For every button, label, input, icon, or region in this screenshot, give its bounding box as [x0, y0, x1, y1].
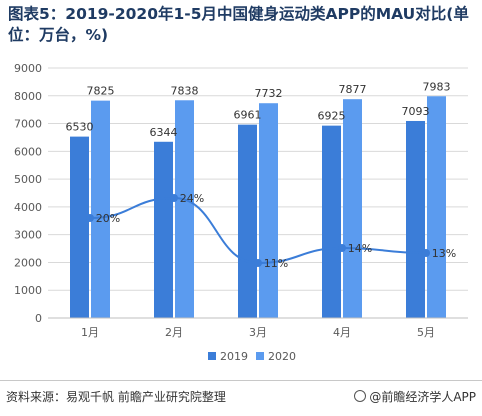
y-tick-label: 8000 — [14, 90, 42, 103]
footer-divider — [0, 380, 482, 381]
bar-value-labels: 6530 7825 6344 7838 6961 7732 6925 7877 7093 7983 — [66, 80, 451, 139]
footer: 资料来源：易观千帆 前瞻产业研究院整理 @前瞻经济学人APP — [0, 380, 482, 416]
y-tick-label: 6000 — [14, 145, 42, 158]
x-tick-label: 1月 — [81, 326, 99, 339]
x-tick-label: 3月 — [249, 326, 267, 339]
bar-2020-2 — [175, 100, 194, 319]
y-tick-label: 4000 — [14, 201, 42, 214]
bar-value-label: 7093 — [402, 105, 430, 118]
growth-label: 11% — [264, 257, 288, 270]
bar-2020-4 — [343, 99, 362, 318]
chart-canvas: 0 1000 2000 3000 4000 5000 6000 7000 8000 9000 65… — [14, 62, 468, 363]
chart-title: 图表5：2019-2020年1-5月中国健身运动类APP的MAU对比(单位：万台… — [8, 5, 469, 44]
y-tick-label: 1000 — [14, 284, 42, 297]
brand-credit: @前瞻经济学人APP — [354, 388, 476, 405]
x-tick-label: 5月 — [417, 326, 435, 339]
source-note: 资料来源：易观千帆 前瞻产业研究院整理 — [6, 390, 226, 404]
y-tick-label: 9000 — [14, 62, 42, 75]
y-tick-label: 5000 — [14, 173, 42, 186]
gridlines — [48, 67, 468, 319]
x-axis-ticks: 1月 2月 3月 4月 5月 — [48, 317, 468, 339]
bar-2019-5 — [406, 120, 425, 318]
growth-point — [170, 194, 178, 202]
bar-2019-4 — [322, 125, 341, 318]
bar-2020-3 — [259, 103, 278, 318]
bar-value-label: 6344 — [150, 126, 178, 139]
bar-value-label: 7732 — [255, 87, 283, 100]
bar-value-label: 6530 — [66, 121, 94, 134]
x-tick-label: 2月 — [165, 326, 183, 339]
growth-point — [422, 249, 430, 257]
bar-2020-5 — [427, 96, 446, 318]
legend-label: 2020 — [268, 350, 296, 363]
legend-swatch-2020 — [256, 352, 264, 360]
bar-value-label: 7838 — [171, 84, 199, 97]
bar-value-label: 7877 — [339, 83, 367, 96]
bar-2019-3 — [238, 124, 257, 318]
bar-value-label: 6925 — [318, 110, 346, 123]
bar-value-label: 6961 — [234, 109, 262, 122]
growth-point — [254, 259, 262, 267]
growth-label: 14% — [348, 242, 372, 255]
growth-point — [86, 214, 94, 222]
y-tick-label: 0 — [35, 312, 42, 325]
bars — [70, 96, 446, 319]
x-tick-label: 4月 — [333, 326, 351, 339]
bar-2020-1 — [91, 100, 110, 318]
y-axis-ticks: 0 1000 2000 3000 4000 5000 6000 7000 8000 9000 — [14, 62, 42, 325]
y-tick-label: 3000 — [14, 229, 42, 242]
growth-label: 24% — [180, 192, 204, 205]
growth-line: 20% 24% 11% 14% 13% — [86, 192, 456, 270]
y-tick-label: 2000 — [14, 256, 42, 269]
legend-label: 2019 — [220, 350, 248, 363]
growth-label: 20% — [96, 212, 120, 225]
bar-2019-2 — [154, 141, 173, 318]
growth-label: 13% — [432, 247, 456, 260]
legend: 2019 2020 — [208, 350, 296, 363]
y-tick-label: 7000 — [14, 118, 42, 131]
bar-value-label: 7825 — [87, 85, 115, 98]
bar-value-label: 7983 — [423, 80, 451, 93]
growth-point — [338, 244, 346, 252]
growth-line-path — [89, 196, 427, 265]
legend-swatch-2019 — [208, 352, 216, 360]
brand-text: @前瞻经济学人APP — [369, 390, 476, 404]
brand-logo-icon — [354, 390, 367, 402]
bar-2019-1 — [70, 136, 89, 318]
